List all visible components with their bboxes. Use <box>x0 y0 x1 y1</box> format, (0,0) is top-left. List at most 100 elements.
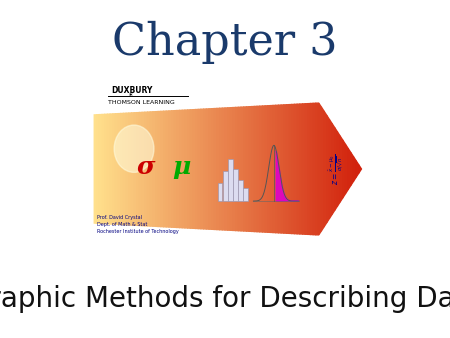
Text: Prof. David Crystal
Dept. of Math & Stat
Rochester Institute of Technology: Prof. David Crystal Dept. of Math & Stat… <box>97 215 179 234</box>
Polygon shape <box>270 105 273 233</box>
Polygon shape <box>313 103 316 235</box>
Polygon shape <box>244 107 247 231</box>
Polygon shape <box>236 107 238 231</box>
Polygon shape <box>137 113 139 225</box>
Polygon shape <box>121 113 124 225</box>
Text: Chapter 3: Chapter 3 <box>112 21 338 64</box>
Polygon shape <box>126 113 129 225</box>
Polygon shape <box>276 151 299 201</box>
Polygon shape <box>343 140 346 198</box>
Polygon shape <box>150 112 153 226</box>
Polygon shape <box>308 103 310 235</box>
Polygon shape <box>188 110 190 228</box>
Polygon shape <box>108 114 110 224</box>
Polygon shape <box>97 115 99 223</box>
Polygon shape <box>300 104 303 234</box>
Polygon shape <box>134 113 137 225</box>
Polygon shape <box>185 110 188 228</box>
Polygon shape <box>230 107 233 231</box>
Polygon shape <box>158 112 161 226</box>
Polygon shape <box>228 108 230 230</box>
Bar <box>218 183 222 201</box>
Bar <box>228 159 233 201</box>
Polygon shape <box>263 106 265 232</box>
Polygon shape <box>340 136 343 202</box>
Polygon shape <box>348 148 351 190</box>
Polygon shape <box>209 109 212 229</box>
Polygon shape <box>215 108 217 230</box>
Polygon shape <box>359 165 361 173</box>
Polygon shape <box>252 106 255 232</box>
Polygon shape <box>217 108 220 230</box>
Polygon shape <box>148 112 150 226</box>
Polygon shape <box>129 113 132 225</box>
Polygon shape <box>116 114 118 224</box>
Polygon shape <box>222 108 225 230</box>
Polygon shape <box>351 152 353 186</box>
Polygon shape <box>329 119 332 219</box>
Polygon shape <box>287 105 289 233</box>
Polygon shape <box>156 112 158 226</box>
Polygon shape <box>145 112 148 226</box>
Polygon shape <box>260 106 263 232</box>
Polygon shape <box>161 111 164 227</box>
Polygon shape <box>182 110 185 228</box>
Polygon shape <box>175 111 177 227</box>
Text: THOMSON LEARNING: THOMSON LEARNING <box>108 100 175 105</box>
Polygon shape <box>118 114 121 224</box>
Polygon shape <box>190 110 193 228</box>
Polygon shape <box>255 106 257 232</box>
Polygon shape <box>321 107 324 231</box>
Polygon shape <box>212 108 215 230</box>
Bar <box>238 180 243 201</box>
Polygon shape <box>346 144 348 194</box>
Polygon shape <box>338 132 340 206</box>
Polygon shape <box>142 112 145 226</box>
Polygon shape <box>164 111 166 227</box>
Polygon shape <box>169 111 172 227</box>
Polygon shape <box>220 108 222 230</box>
Polygon shape <box>193 110 196 228</box>
Polygon shape <box>303 104 306 234</box>
Text: Graphic Methods for Describing Data: Graphic Methods for Describing Data <box>0 285 450 313</box>
Polygon shape <box>124 113 126 225</box>
Text: $z=\frac{\bar{x}-\mu_0}{\sigma/\sqrt{n}}$: $z=\frac{\bar{x}-\mu_0}{\sigma/\sqrt{n}}… <box>328 153 346 185</box>
Polygon shape <box>166 111 169 227</box>
Polygon shape <box>249 106 252 232</box>
Polygon shape <box>233 107 236 231</box>
Polygon shape <box>113 114 116 224</box>
Polygon shape <box>196 110 198 228</box>
Polygon shape <box>289 104 292 234</box>
Text: μ: μ <box>172 155 190 179</box>
Polygon shape <box>292 104 295 234</box>
Polygon shape <box>335 128 338 210</box>
Polygon shape <box>332 124 335 214</box>
Circle shape <box>114 125 154 172</box>
Polygon shape <box>324 111 327 227</box>
Polygon shape <box>94 115 97 223</box>
Bar <box>223 171 228 201</box>
Polygon shape <box>172 111 175 227</box>
Polygon shape <box>177 111 180 227</box>
Polygon shape <box>241 107 244 231</box>
Polygon shape <box>297 104 300 234</box>
Bar <box>243 188 248 201</box>
Polygon shape <box>257 106 260 232</box>
Polygon shape <box>327 115 329 223</box>
Polygon shape <box>180 110 182 228</box>
Polygon shape <box>281 105 284 233</box>
Polygon shape <box>276 105 279 233</box>
Polygon shape <box>356 161 359 177</box>
Polygon shape <box>140 113 142 225</box>
Polygon shape <box>353 156 356 182</box>
Polygon shape <box>204 109 207 229</box>
Polygon shape <box>310 103 313 235</box>
Polygon shape <box>279 105 281 233</box>
Polygon shape <box>273 105 276 233</box>
Bar <box>233 169 238 201</box>
Polygon shape <box>238 107 241 231</box>
Polygon shape <box>316 103 319 235</box>
Polygon shape <box>198 109 201 229</box>
Polygon shape <box>284 105 287 233</box>
Polygon shape <box>306 104 308 234</box>
